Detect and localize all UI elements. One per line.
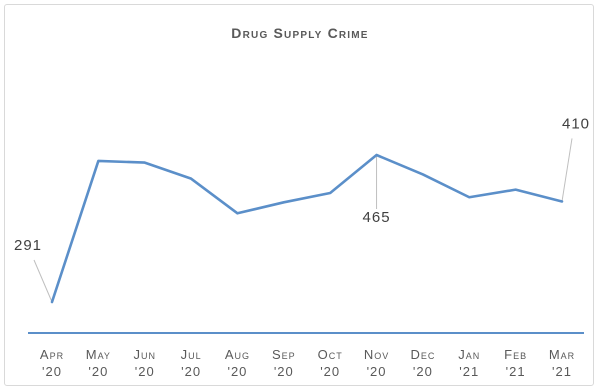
x-tick-month: Jun bbox=[133, 347, 156, 362]
data-labels: 291 465 410 bbox=[14, 115, 590, 254]
x-tick-month: Oct bbox=[318, 347, 343, 362]
x-tick-year: '20 bbox=[88, 364, 108, 379]
series-line bbox=[50, 153, 564, 304]
x-tick-month: Apr bbox=[40, 347, 64, 362]
x-tick-year: '21 bbox=[506, 364, 526, 379]
x-tick-month: Mar bbox=[549, 347, 575, 362]
chart-frame bbox=[4, 4, 594, 386]
x-tick-year: '20 bbox=[320, 364, 340, 379]
chart-title: Drug Supply Crime bbox=[231, 25, 368, 41]
data-label: 410 bbox=[562, 115, 590, 132]
x-tick-year: '21 bbox=[552, 364, 572, 379]
x-tick-month: Feb bbox=[504, 347, 527, 362]
x-tick-year: '20 bbox=[181, 364, 201, 379]
x-tick-year: '20 bbox=[135, 364, 155, 379]
label-leaders bbox=[33, 138, 573, 303]
data-label-leader bbox=[33, 259, 53, 303]
x-tick-month: Nov bbox=[364, 347, 389, 362]
x-tick-year: '20 bbox=[227, 364, 247, 379]
x-tick-year: '20 bbox=[42, 364, 62, 379]
x-tick-year: '21 bbox=[459, 364, 479, 379]
x-tick-year: '20 bbox=[274, 364, 294, 379]
x-tick-labels: Apr '20 May '20 Jun '20 Jul '20 Aug '20 Sep '20 Oct '… bbox=[40, 347, 575, 379]
x-tick-month: Jan bbox=[458, 347, 480, 362]
x-tick-month: Dec bbox=[410, 347, 435, 362]
x-tick-month: Jul bbox=[181, 347, 202, 362]
data-label-leader bbox=[561, 138, 573, 202]
x-tick-month: May bbox=[86, 347, 111, 362]
data-label: 465 bbox=[363, 209, 391, 226]
x-tick-month: Sep bbox=[272, 347, 296, 362]
data-label: 291 bbox=[14, 237, 42, 254]
x-tick-month: Aug bbox=[225, 347, 250, 362]
x-tick-year: '20 bbox=[413, 364, 433, 379]
x-tick-year: '20 bbox=[367, 364, 387, 379]
